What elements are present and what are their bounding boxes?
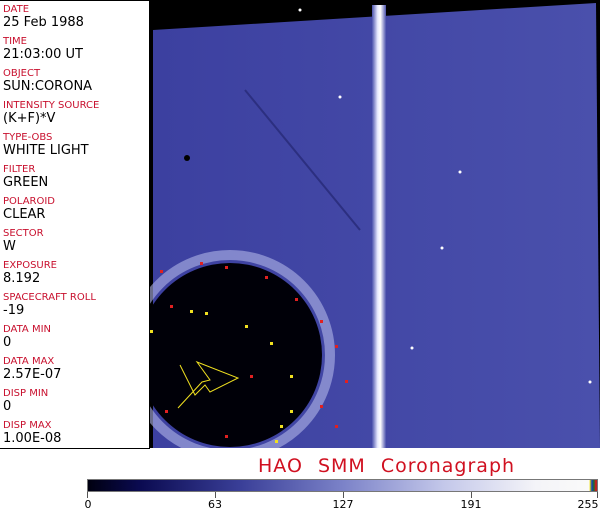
colorbar-tick — [215, 492, 216, 498]
field-polaroid: POLAROID CLEAR — [3, 196, 55, 222]
colorbar-tick — [471, 492, 472, 498]
field-label: SPACECRAFT ROLL — [3, 292, 96, 303]
occulter-disk — [150, 263, 322, 447]
field-label: POLAROID — [3, 196, 56, 207]
field-value: GREEN — [3, 175, 49, 190]
colorbar-tick-label: 127 — [332, 498, 354, 511]
field-value: W — [3, 239, 16, 254]
colorbar-tick-label: 63 — [208, 498, 222, 511]
field-value: CLEAR — [3, 207, 46, 222]
field-label: TYPE-OBS — [3, 132, 53, 143]
field-label: EXPOSURE — [3, 260, 58, 271]
header-info-panel: DATE 25 Feb 1988 TIME 21:03:00 UT OBJECT SUN:… — [0, 0, 150, 449]
field-label: TIME — [3, 36, 28, 47]
bright-streak — [372, 5, 386, 448]
field-label: SECTOR — [3, 228, 44, 239]
field-time: TIME 21:03:00 UT — [3, 36, 83, 62]
field-label: DATA MAX — [3, 356, 55, 367]
field-label: INTENSITY SOURCE — [3, 100, 100, 111]
colorbar-tick — [343, 492, 344, 498]
field-label: OBJECT — [3, 68, 41, 79]
field-intensity-source: INTENSITY SOURCE (K+F)*V — [3, 100, 99, 126]
colorbar — [87, 479, 598, 492]
field-label: FILTER — [3, 164, 36, 175]
field-value: 21:03:00 UT — [3, 47, 83, 62]
field-label: DATA MIN — [3, 324, 51, 335]
field-label: DISP MIN — [3, 388, 49, 399]
coronagraph-image — [150, 0, 600, 448]
colorbar-tick-label: 255 — [577, 498, 599, 511]
field-filter: FILTER GREEN — [3, 164, 48, 190]
field-value: 25 Feb 1988 — [3, 15, 84, 30]
field-label: DATE — [3, 4, 30, 15]
colorbar-tick — [87, 492, 88, 498]
instrument-title: HAO SMM Coronagraph — [258, 455, 516, 477]
colorbar-tick-label: 191 — [460, 498, 482, 511]
field-date: DATE 25 Feb 1988 — [3, 4, 84, 30]
field-value: 2.57E-07 — [3, 367, 62, 382]
colorbar-tick-label: 0 — [84, 498, 92, 511]
field-exposure: EXPOSURE 8.192 — [3, 260, 57, 286]
field-value: 0 — [3, 335, 12, 350]
field-sector: SECTOR W — [3, 228, 44, 254]
field-value: 0 — [3, 399, 12, 414]
field-data-max: DATA MAX 2.57E-07 — [3, 356, 61, 382]
field-spacecraft-roll: SPACECRAFT ROLL -19 — [3, 292, 96, 318]
field-value: 8.192 — [3, 271, 41, 286]
field-disp-max: DISP MAX 1.00E-08 — [3, 420, 61, 446]
field-value: WHITE LIGHT — [3, 143, 89, 158]
field-data-min: DATA MIN 0 — [3, 324, 51, 350]
field-object: OBJECT SUN:CORONA — [3, 68, 92, 94]
field-disp-min: DISP MIN 0 — [3, 388, 48, 414]
field-value: 1.00E-08 — [3, 431, 62, 446]
field-type-obs: TYPE-OBS WHITE LIGHT — [3, 132, 89, 158]
field-value: (K+F)*V — [3, 111, 56, 126]
field-value: SUN:CORONA — [3, 79, 93, 94]
field-value: -19 — [3, 303, 25, 318]
colorbar-tick — [597, 492, 598, 498]
field-label: DISP MAX — [3, 420, 52, 431]
